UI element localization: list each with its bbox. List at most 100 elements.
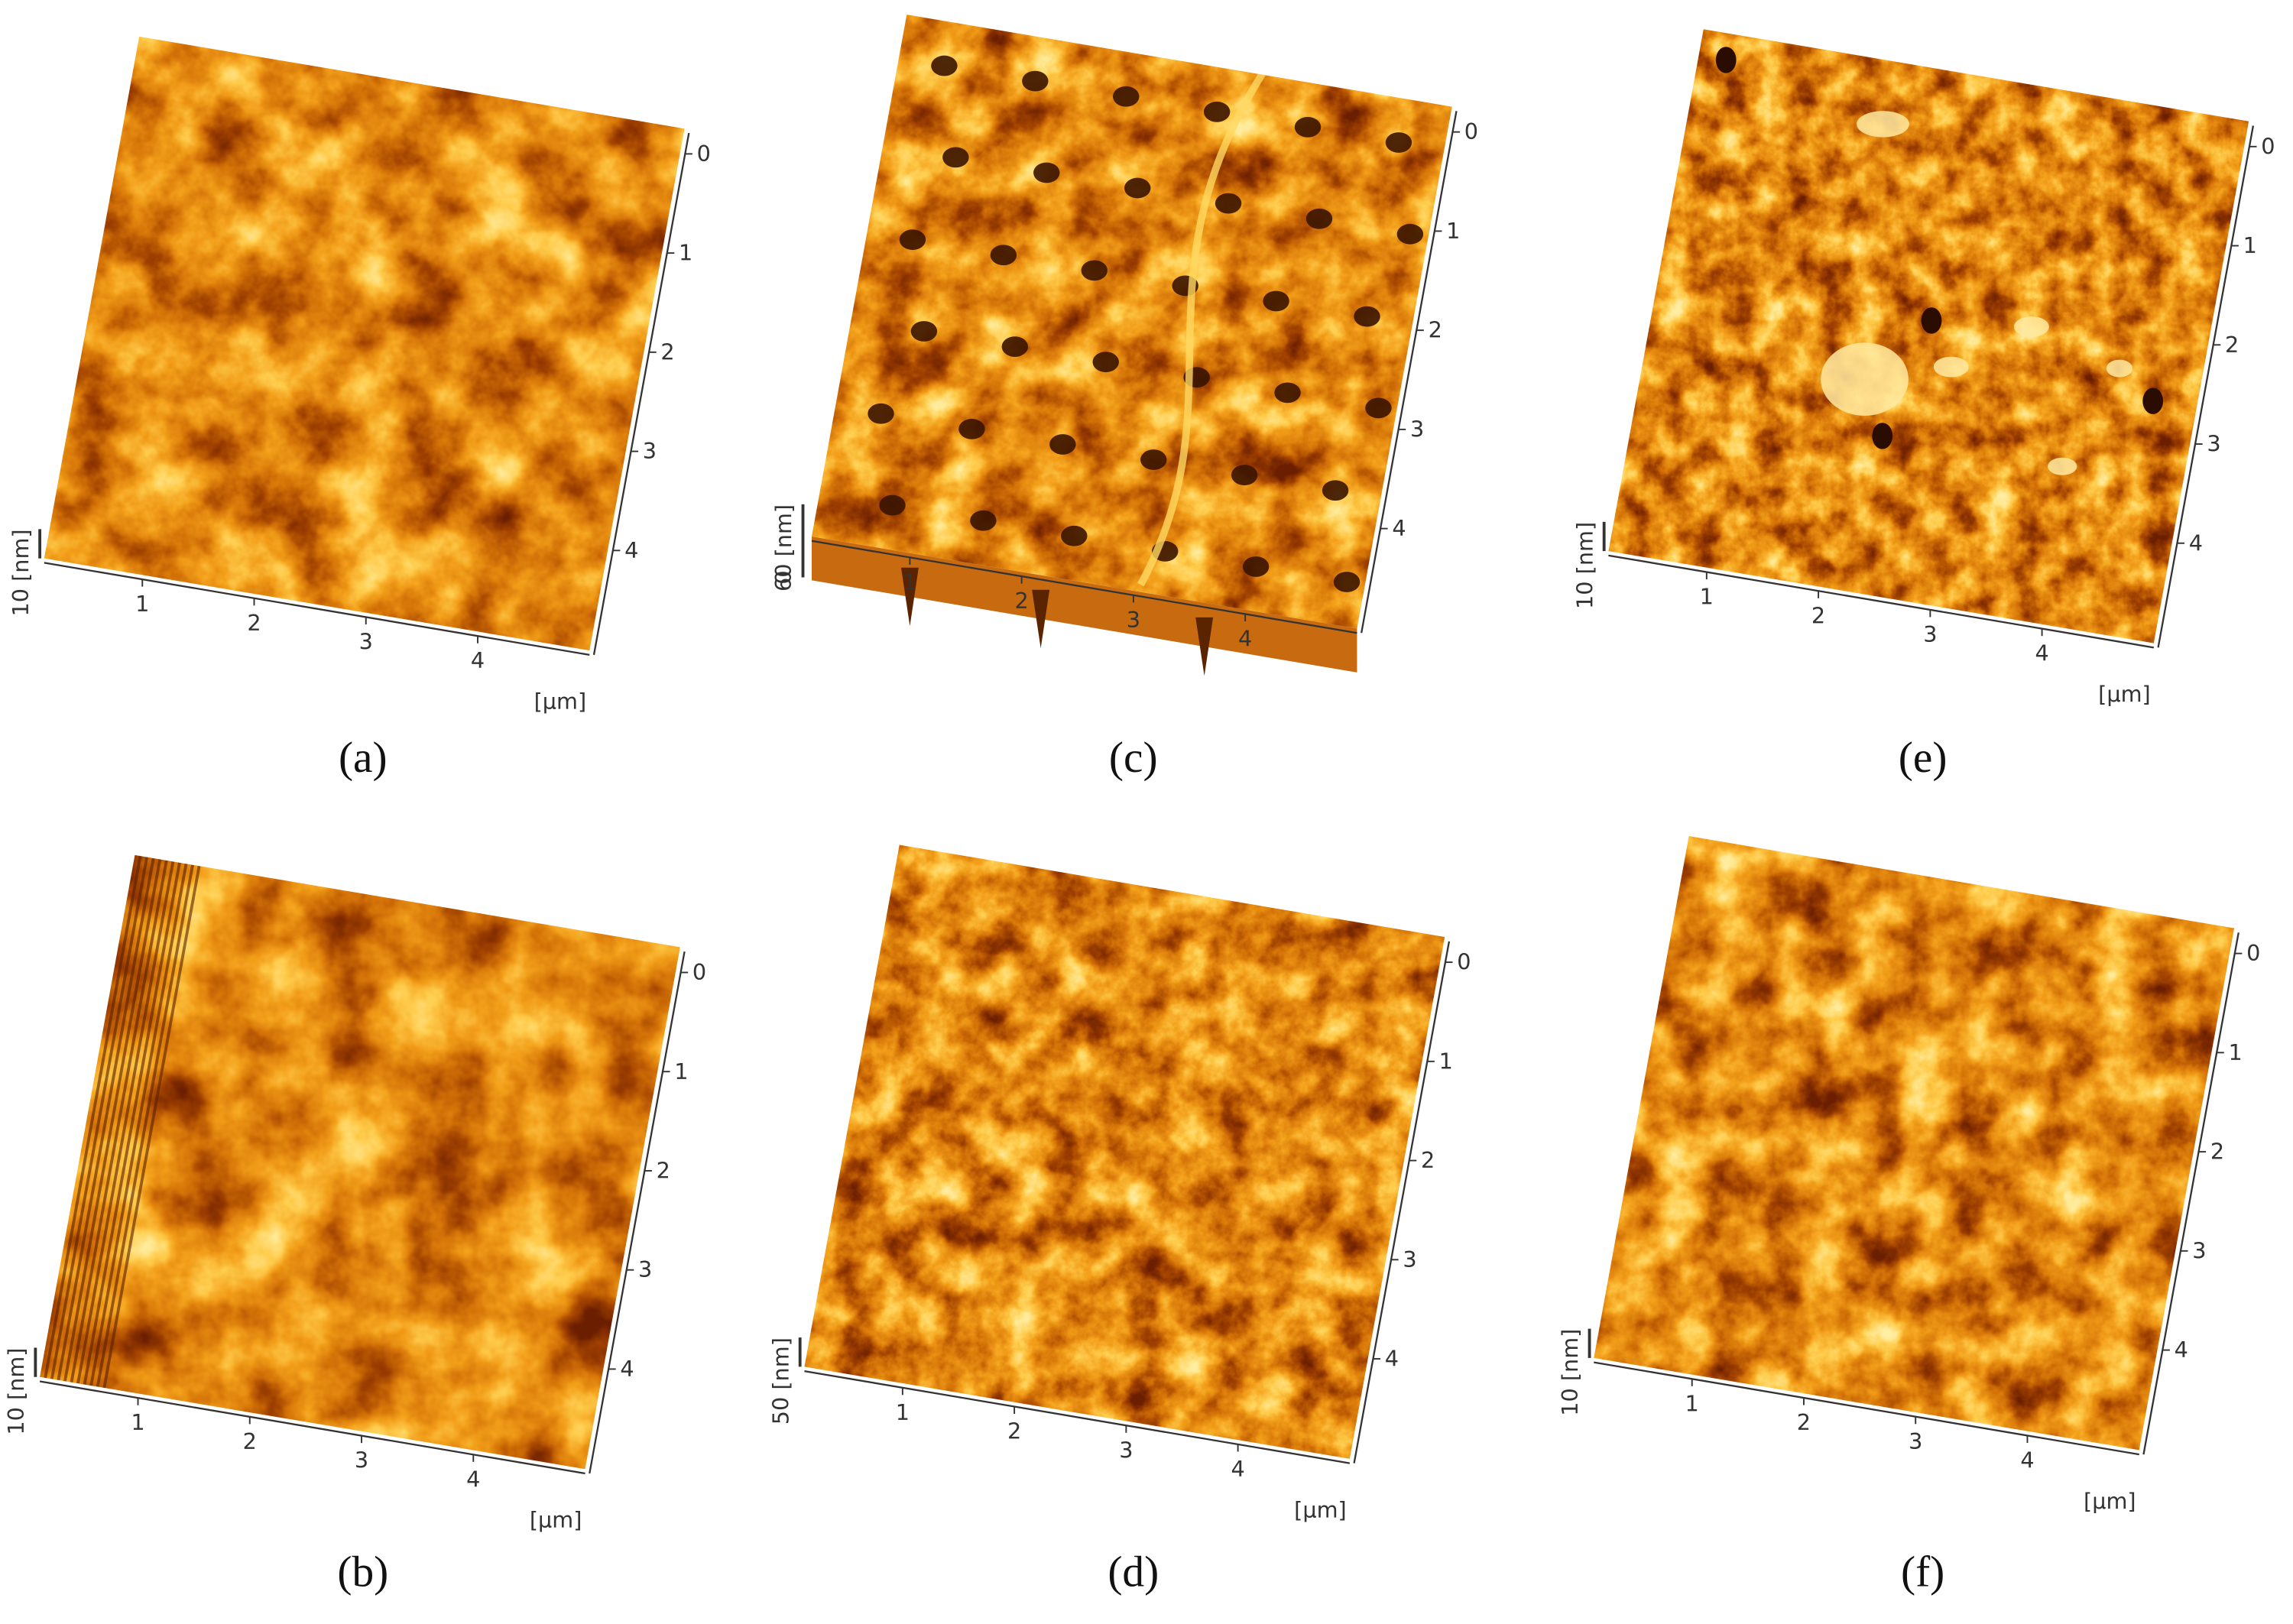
x-tick-label: 1 xyxy=(131,1409,144,1435)
particle xyxy=(2013,316,2049,337)
caption: (d) xyxy=(1108,1548,1159,1596)
y-tick-label: 4 xyxy=(2175,1337,2188,1363)
pore xyxy=(1092,352,1119,373)
y-tick-label: 0 xyxy=(2261,133,2275,159)
pore xyxy=(1081,260,1108,281)
z-label: 10 [nm] xyxy=(8,529,34,616)
y-axis xyxy=(2142,932,2239,1455)
x-tick-label: 2 xyxy=(1007,1418,1021,1444)
ridge xyxy=(1137,56,1276,587)
pore xyxy=(1365,397,1392,419)
scan-stripe xyxy=(50,857,148,1379)
afm-panel: 0 1 2 3 4 1 2 3 4 [µm] 10 [nm] (f) xyxy=(1557,836,2260,1596)
y-tick-label: 4 xyxy=(624,537,638,563)
x-tick-label: 1 xyxy=(896,1399,910,1425)
y-tick-label: 4 xyxy=(1392,515,1406,541)
scan-stripe xyxy=(96,864,194,1387)
x-tick-label: 4 xyxy=(471,647,485,673)
scan-stripe xyxy=(76,861,175,1384)
pore xyxy=(1263,290,1289,312)
pore xyxy=(942,147,969,168)
z-label: 60 [nm] xyxy=(770,504,796,592)
pore xyxy=(1385,132,1412,153)
y-tick-label: 4 xyxy=(620,1356,634,1382)
afm-panel: 0 1 2 3 4 1 2 3 4 [µm] 50 [nm] (d) xyxy=(767,844,1471,1596)
z-label: 50 [nm] xyxy=(767,1337,793,1425)
particle xyxy=(1857,111,1909,138)
scan-stripe xyxy=(70,860,168,1383)
afm-texture xyxy=(1608,29,2249,643)
afm-image xyxy=(1594,836,2235,1451)
x-unit: [µm] xyxy=(534,689,587,715)
y-axis xyxy=(589,951,686,1474)
y-tick-label: 2 xyxy=(1429,317,1442,343)
y-tick-label: 2 xyxy=(2210,1139,2224,1165)
afm-image xyxy=(44,36,685,651)
spike xyxy=(900,567,919,627)
x-tick-label: 3 xyxy=(1127,607,1140,633)
y-tick-label: 2 xyxy=(1421,1147,1435,1173)
pore xyxy=(1231,465,1258,486)
x-tick-label: 2 xyxy=(243,1428,257,1454)
x-tick-label: 3 xyxy=(1923,621,1937,647)
x-unit: [µm] xyxy=(1294,1496,1347,1522)
pore xyxy=(1242,556,1270,577)
x-unit: [µm] xyxy=(2098,681,2151,707)
y-tick-label: 1 xyxy=(1446,218,1460,244)
x-tick-label: 4 xyxy=(1238,626,1252,652)
scan-stripe xyxy=(83,862,181,1385)
x-unit: [µm] xyxy=(2084,1488,2136,1514)
scan-stripe xyxy=(102,865,201,1389)
x-tick-label: 4 xyxy=(2035,640,2048,666)
y-tick-label: 2 xyxy=(2225,332,2239,358)
scan-stripe xyxy=(57,857,155,1381)
y-axis xyxy=(2157,125,2255,648)
y-tick-label: 0 xyxy=(1464,118,1478,144)
afm-texture xyxy=(804,844,1445,1459)
afm-image xyxy=(811,15,1452,629)
y-axis xyxy=(592,132,690,656)
z-label: 10 [nm] xyxy=(1557,1329,1583,1416)
x-unit: [µm] xyxy=(530,1507,582,1533)
caption: (a) xyxy=(339,734,388,782)
y-tick-label: 3 xyxy=(1403,1246,1416,1272)
x-tick-label: 1 xyxy=(1685,1390,1699,1416)
y-tick-label: 3 xyxy=(638,1256,652,1282)
y-axis xyxy=(1361,111,1458,634)
afm-image xyxy=(1608,29,2249,643)
surface-side xyxy=(811,536,1357,673)
afm-image xyxy=(804,844,1445,1459)
x-tick-label: 2 xyxy=(247,610,261,636)
afm-panel: 0 1 2 3 4 1 2 3 4 [µm] 10 [nm] (e) xyxy=(1571,29,2275,782)
x-tick-label: 1 xyxy=(903,569,916,595)
pore xyxy=(1305,208,1333,229)
x-tick-label: 3 xyxy=(1909,1428,1922,1454)
x-tick-label: 2 xyxy=(1811,602,1825,628)
scan-stripe xyxy=(44,855,142,1379)
z-label: 10 [nm] xyxy=(3,1348,29,1435)
y-tick-label: 0 xyxy=(1457,949,1471,975)
x-tick-label: 1 xyxy=(1700,584,1714,610)
y-tick-label: 3 xyxy=(2207,431,2220,457)
afm-texture xyxy=(811,15,1452,629)
y-tick-label: 1 xyxy=(2243,232,2257,258)
pore xyxy=(931,55,958,76)
pore xyxy=(1022,70,1049,92)
y-tick-label: 0 xyxy=(2246,940,2260,966)
y-tick-label: 3 xyxy=(1410,416,1424,442)
x-tick-label: 4 xyxy=(2020,1447,2034,1473)
x-tick-label: 3 xyxy=(355,1447,368,1473)
y-tick-label: 4 xyxy=(1385,1346,1399,1372)
y-tick-label: 2 xyxy=(657,1158,670,1184)
x-tick-label: 2 xyxy=(1015,588,1029,614)
caption: (f) xyxy=(1901,1548,1944,1596)
y-tick-label: 3 xyxy=(2192,1237,2206,1263)
pore xyxy=(1396,223,1424,245)
x-tick-label: 4 xyxy=(1231,1456,1244,1482)
z-label: 10 [nm] xyxy=(1571,522,1597,609)
particle xyxy=(2106,359,2133,378)
afm-panel: 0 1 2 3 4 1 2 3 4 [µm] 10 [nm] (a) xyxy=(8,36,711,782)
